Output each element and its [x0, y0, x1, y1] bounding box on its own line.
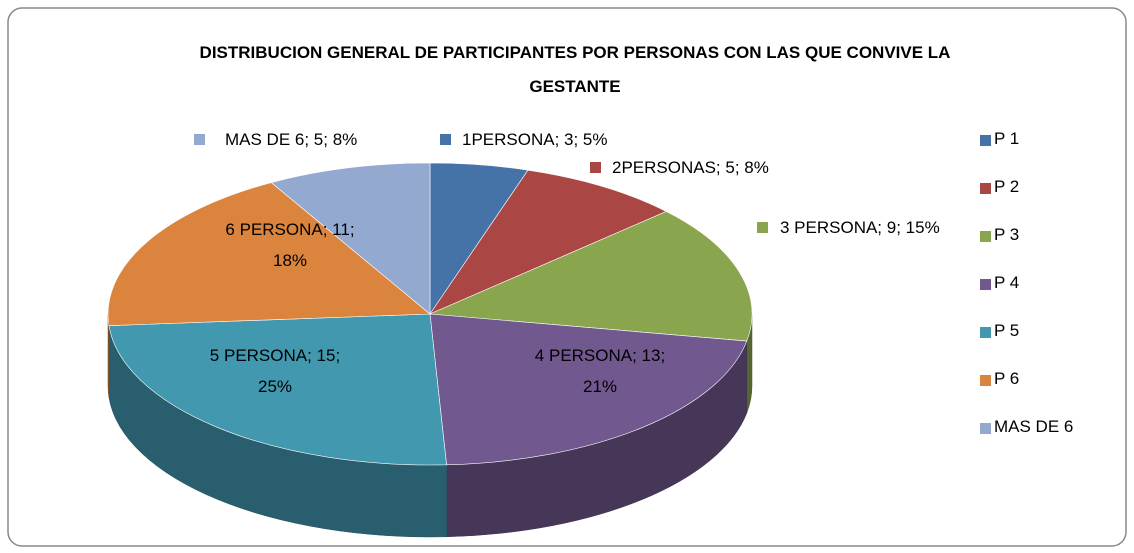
- data-label: 2PERSONAS; 5; 8%: [612, 158, 769, 177]
- data-label: 6 PERSONA; 11; 18%: [225, 220, 355, 270]
- label-key: [440, 134, 451, 145]
- slice: [429, 313, 748, 466]
- legend-swatch: [980, 135, 991, 146]
- legend-label: P 6: [994, 369, 1020, 388]
- slice: [429, 169, 668, 315]
- data-label: MAS DE 6; 5; 8%: [225, 130, 358, 149]
- label-key: [757, 222, 768, 233]
- data-label: 5 PERSONA; 15; 25%: [209, 346, 341, 396]
- data-label: 3 PERSONA; 9; 15%: [780, 218, 940, 237]
- legend-label: P 5: [994, 321, 1020, 340]
- slice: [107, 182, 431, 326]
- legend-label: P 4: [994, 273, 1020, 292]
- legend-label: P 3: [994, 225, 1020, 244]
- legend-swatch: [980, 423, 991, 434]
- legend-swatch: [980, 279, 991, 290]
- label-key: [194, 134, 205, 145]
- data-label: 4 PERSONA; 13; 21%: [534, 346, 666, 396]
- legend-swatch: [980, 183, 991, 194]
- legend-swatch: [980, 231, 991, 242]
- legend-label: P 2: [994, 177, 1020, 196]
- legend-label: P 1: [994, 129, 1020, 148]
- chart-title: DISTRIBUCION GENERAL DE PARTICIPANTES PO…: [199, 43, 951, 96]
- label-key: [590, 162, 601, 173]
- legend-swatch: [980, 327, 991, 338]
- slice: [108, 313, 447, 466]
- legend-label: MAS DE 6: [994, 417, 1074, 436]
- legend-swatch: [980, 375, 991, 386]
- slice: [270, 162, 431, 315]
- slice: [429, 211, 753, 342]
- data-label: 1PERSONA; 3; 5%: [462, 130, 608, 149]
